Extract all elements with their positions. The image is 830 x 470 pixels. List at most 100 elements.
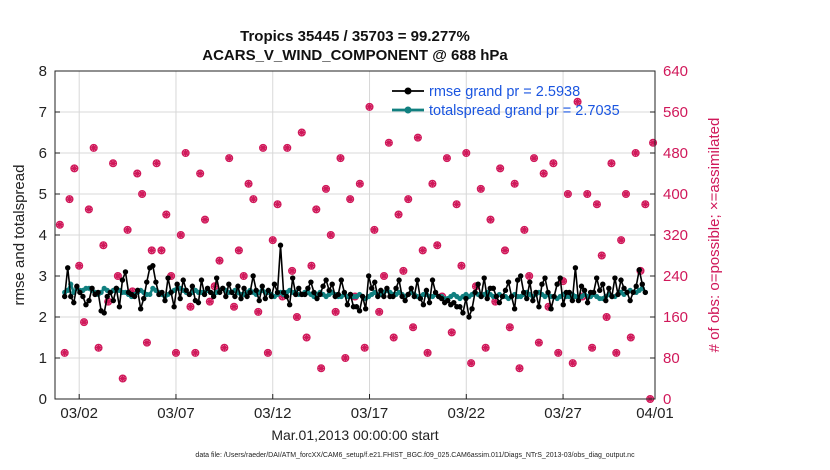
rmse-point <box>74 283 80 289</box>
obs-possible-marker <box>79 318 89 327</box>
rmse-point <box>320 283 326 289</box>
rmse-point <box>359 293 366 300</box>
rmse-point <box>375 293 381 300</box>
y-right-axis-label: # of obs: o=possible; ×=assimilated <box>706 118 723 353</box>
data-file-footer: data file: /Users/raeder/DAI/ATM_forcXX/… <box>195 452 635 459</box>
obs-possible-marker <box>200 215 210 224</box>
obs-assimilated-marker <box>119 375 126 382</box>
rmse-point <box>539 281 545 287</box>
obs-assimilated-marker <box>550 160 557 167</box>
rmse-point <box>183 287 189 294</box>
rmse-point <box>353 304 360 310</box>
rmse-point <box>141 295 147 302</box>
obs-possible-marker <box>326 230 335 240</box>
obs-assimilated-marker <box>559 277 567 285</box>
obs-assimilated-marker <box>284 144 291 152</box>
rmse-point <box>542 275 548 281</box>
rmse-point <box>384 285 390 291</box>
rmse-point <box>399 293 405 300</box>
obs-assimilated-marker <box>322 185 330 193</box>
obs-possible-marker <box>409 323 418 332</box>
obs-assimilated-marker <box>221 344 228 351</box>
obs-possible-marker <box>515 364 524 373</box>
rmse-point <box>417 295 424 302</box>
obs-assimilated-marker <box>443 154 451 162</box>
rmse-point <box>61 293 68 300</box>
obs-assimilated-marker <box>293 313 301 321</box>
obs-assimilated-marker <box>361 344 368 351</box>
rmse-point <box>527 279 533 285</box>
rmse-point <box>490 285 497 291</box>
obs-assimilated-marker <box>308 262 315 269</box>
rmse-point <box>220 285 226 291</box>
obs-assimilated-marker <box>525 272 533 280</box>
y-right-tick-label: 240 <box>663 268 688 285</box>
obs-assimilated-marker <box>492 298 499 305</box>
obs-assimilated-marker <box>163 211 170 218</box>
obs-possible-marker <box>302 333 311 342</box>
obs-assimilated-marker <box>458 262 465 269</box>
rmse-point <box>302 291 308 298</box>
obs-possible-marker <box>379 271 389 281</box>
x-tick-label: 03/02 <box>60 405 98 422</box>
obs-assimilated-marker <box>371 226 378 234</box>
obs-assimilated-marker <box>201 216 209 223</box>
rmse-point <box>405 291 411 298</box>
rmse-point <box>426 299 433 306</box>
obs-possible-marker <box>331 307 340 316</box>
obs-possible-marker <box>597 251 606 260</box>
rmse-point <box>393 285 399 291</box>
x-tick-label: 03/17 <box>351 405 389 422</box>
rmse-point <box>627 297 633 304</box>
obs-possible-marker <box>55 220 64 229</box>
rmse-point <box>460 310 466 316</box>
obs-assimilated-marker <box>71 165 78 172</box>
obs-possible-marker <box>389 333 398 342</box>
rmse-point <box>80 293 86 300</box>
obs-possible-marker <box>529 154 539 163</box>
y-tick-label: 3 <box>39 268 47 285</box>
obs-possible-marker <box>205 297 214 306</box>
obs-possible-marker <box>423 348 432 357</box>
rmse-point <box>268 293 275 300</box>
obs-possible-marker <box>457 261 466 270</box>
obs-possible-marker <box>109 159 118 168</box>
rmse-point <box>247 289 253 296</box>
rmse-point <box>584 299 591 306</box>
rmse-point <box>502 287 509 294</box>
x-tick-label: 03/22 <box>448 405 486 422</box>
rmse-point <box>244 293 250 300</box>
obs-possible-marker <box>592 200 601 209</box>
obs-possible-marker <box>568 359 577 368</box>
rmse-point <box>189 283 196 289</box>
rmse-point <box>207 289 214 296</box>
obs-assimilated-marker <box>192 349 199 357</box>
obs-possible-marker <box>244 179 253 188</box>
rmse-point <box>198 277 205 283</box>
obs-assimilated-marker <box>511 180 518 187</box>
obs-assimilated-marker <box>158 247 165 254</box>
obs-assimilated-marker <box>477 185 485 193</box>
y-right-tick-label: 640 <box>663 63 688 80</box>
obs-possible-marker <box>612 348 621 357</box>
rmse-point <box>381 293 387 300</box>
rmse-point <box>533 289 539 296</box>
obs-possible-marker <box>617 236 626 245</box>
rmse-point <box>317 291 323 298</box>
obs-assimilated-marker <box>177 231 185 239</box>
obs-assimilated-marker <box>521 226 528 234</box>
rmse-point <box>615 291 621 298</box>
obs-assimilated-marker <box>608 160 615 167</box>
rmse-point <box>499 293 506 300</box>
obs-assimilated-marker <box>434 242 441 249</box>
rmse-point <box>496 299 503 306</box>
obs-possible-marker <box>481 343 490 352</box>
obs-assimilated-marker <box>196 170 204 177</box>
obs-possible-marker <box>75 261 84 270</box>
obs-assimilated-marker <box>588 344 596 351</box>
obs-assimilated-marker <box>390 334 397 341</box>
y-axis-label: rmse and totalspread <box>11 165 28 306</box>
obs-possible-marker <box>113 271 122 281</box>
rmse-point <box>223 293 229 300</box>
